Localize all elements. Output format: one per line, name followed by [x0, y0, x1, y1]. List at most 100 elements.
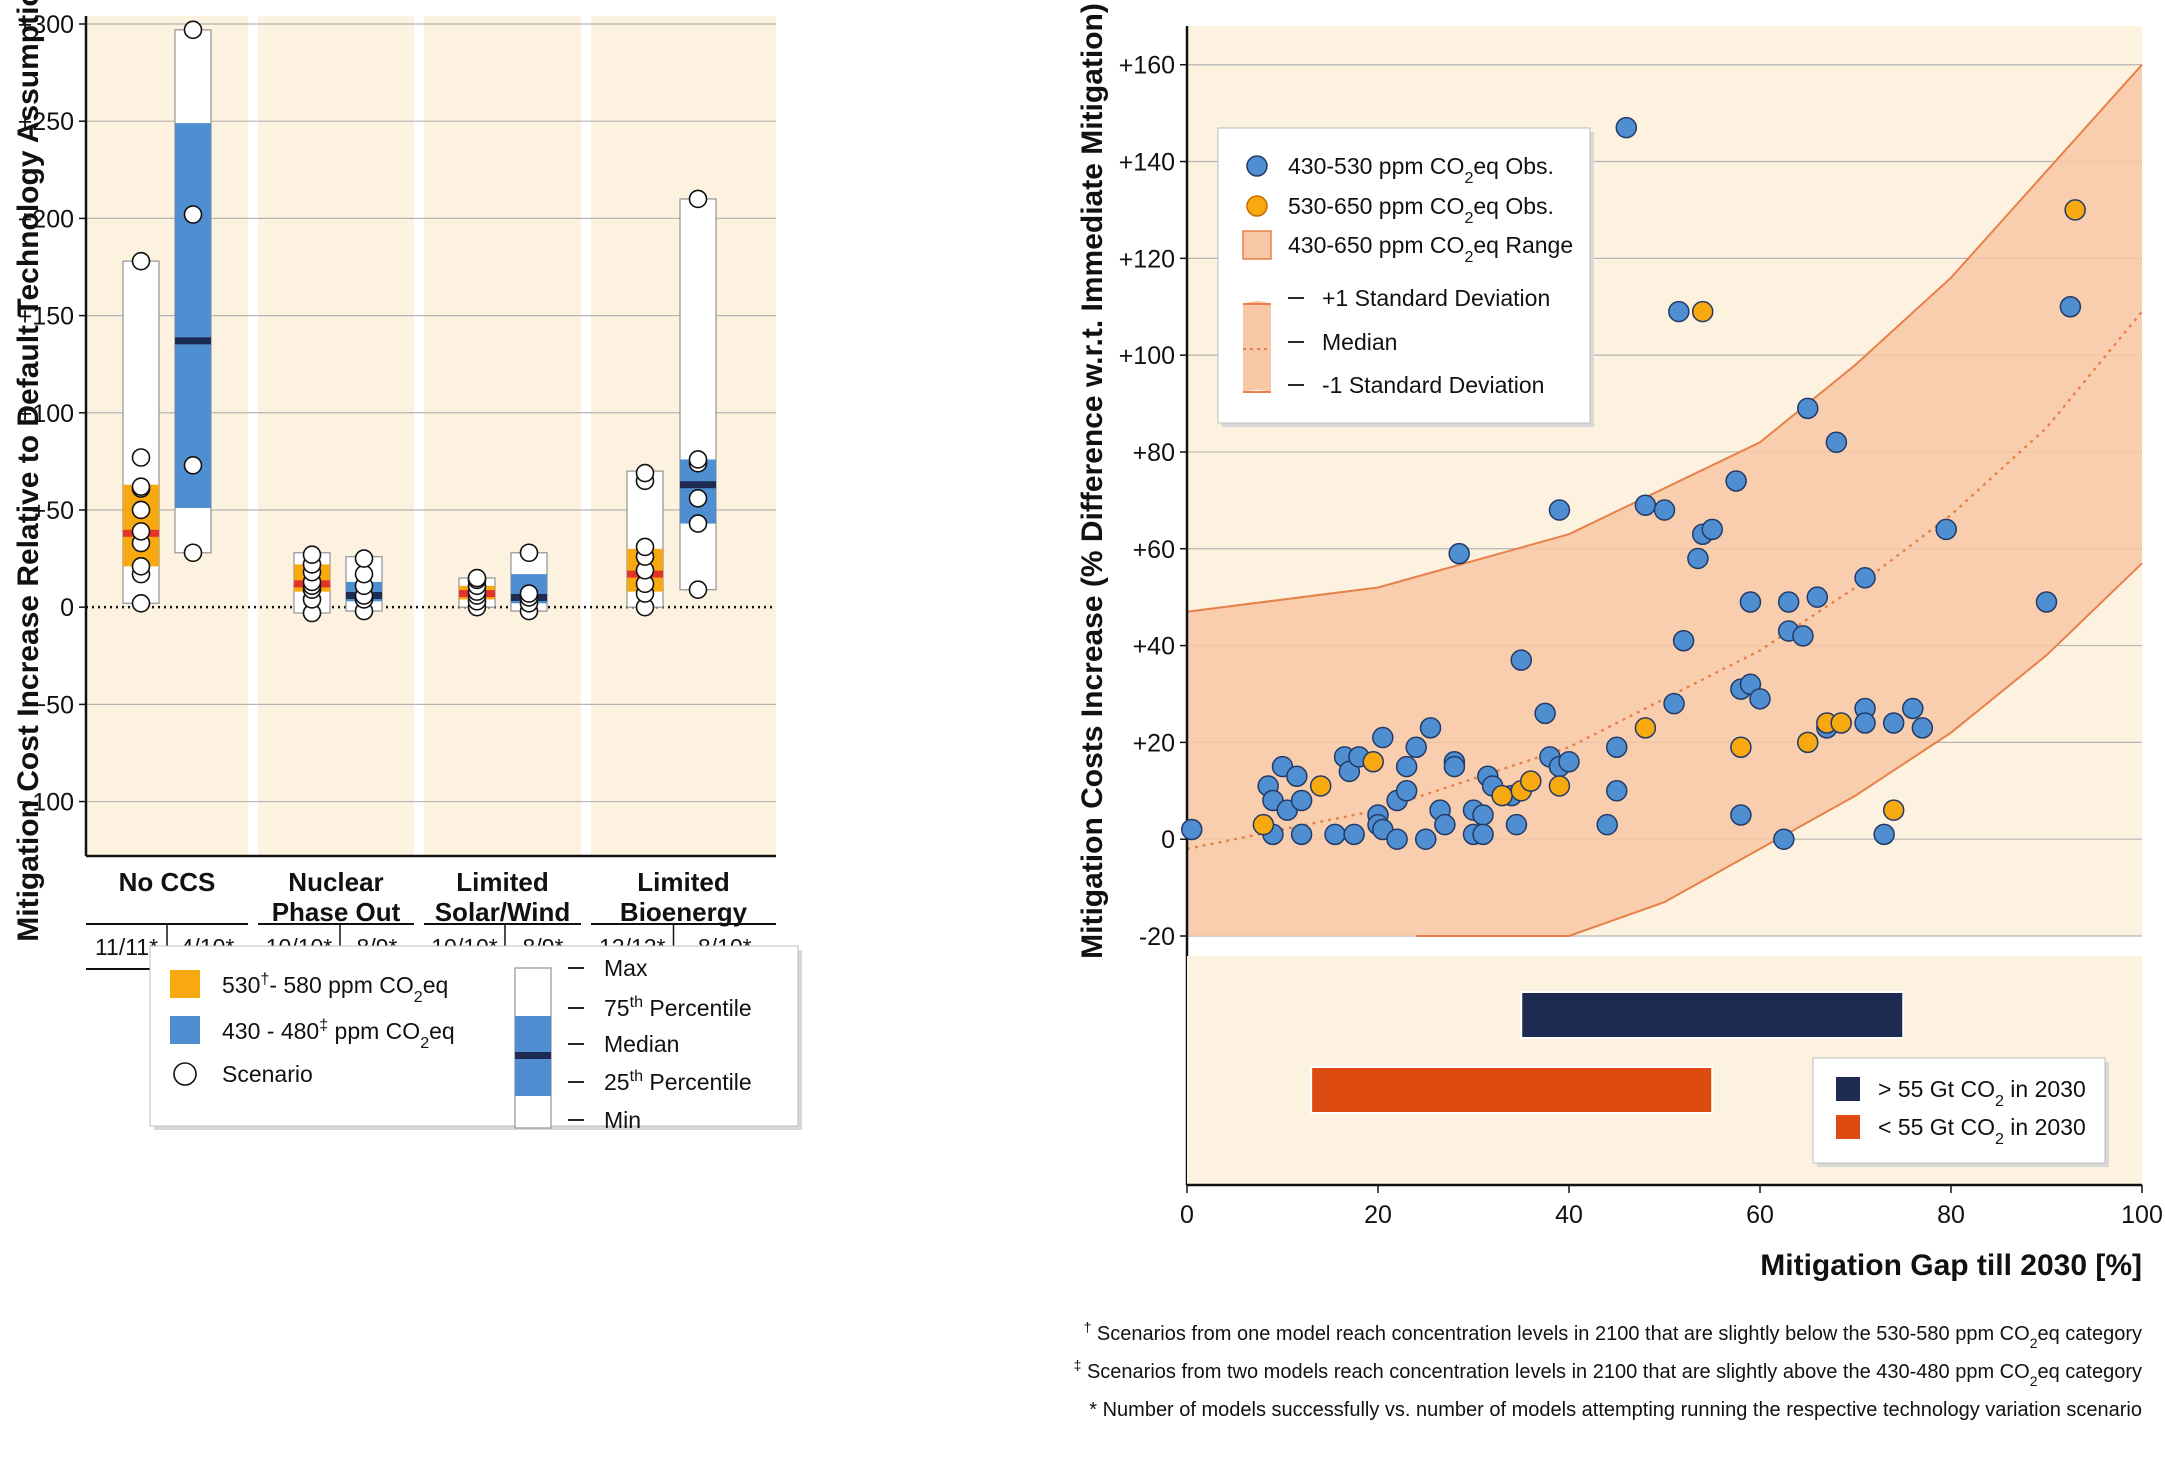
left-y-tick-label: +200 [18, 205, 74, 233]
scatter-point-430-530 [1606, 780, 1628, 802]
legend-label-range-part-0: 430-650 ppm CO [1288, 232, 1464, 258]
scatter-y-tick-label: +100 [1119, 342, 1175, 370]
scatter-point-430-530 [1792, 625, 1814, 647]
scatter-point-430-530 [1290, 823, 1313, 846]
legend-stat-label-part-0: 25 [604, 1069, 630, 1095]
range-bar [1520, 991, 1905, 1039]
scatter-point-430-530 [1739, 591, 1762, 613]
scatter-point-430-530 [1653, 499, 1676, 521]
scatter-point-430-530 [1386, 828, 1408, 850]
scenario-point [688, 514, 708, 533]
group-label: Limited [637, 867, 729, 897]
legend-label-530-580-part-3: 2 [414, 988, 423, 1006]
scatter-point-430-530 [1448, 542, 1470, 565]
scenario-point [131, 500, 151, 520]
scatter-point-430-530 [1634, 494, 1657, 516]
scenario-point [635, 463, 655, 483]
legend-label-530-580-part-2: - 580 ppm CO [269, 972, 413, 998]
legend-label-band-stat: -1 Standard Deviation [1322, 372, 1544, 398]
scatter-point-430-530 [2035, 591, 2058, 613]
scenario-point [131, 522, 151, 541]
scatter-y-tick-label: +80 [1133, 439, 1175, 467]
legend-label-430-530-obs-part-2: eq Obs. [1473, 153, 1554, 179]
scatter-y-tick-label: +140 [1119, 149, 1175, 177]
scatter-point-430-530 [1902, 697, 1924, 720]
scatter-point-430-530 [1510, 649, 1532, 671]
scatter-point-430-530 [1548, 499, 1571, 521]
scatter-y-tick-label: 0 [1161, 826, 1175, 854]
scatter-point-430-530 [1854, 712, 1876, 734]
legend-stat-label-part-0: Min [604, 1107, 641, 1133]
group-label: Phase Out [272, 897, 401, 927]
legend-label-430-480-part-1: ‡ [319, 1016, 328, 1034]
scatter-point-430-530 [1773, 828, 1795, 850]
left-y-tick-label: −50 [32, 691, 74, 719]
legend-symbol-530-650 [1246, 195, 1268, 217]
scatter-point-430-530 [1472, 823, 1494, 846]
scatter-y-tick-label: -20 [1139, 923, 1175, 951]
scenario-point [131, 477, 151, 496]
scatter-point-430-530 [1505, 813, 1528, 836]
left-y-tick-label: +300 [18, 11, 74, 39]
scatter-point-430-530 [1324, 823, 1346, 846]
scenario-point [688, 580, 708, 599]
scatter-point-430-530 [1415, 828, 1437, 850]
legend-label-range-part-2: eq Range [1473, 232, 1573, 258]
scatter-point-430-530 [1606, 736, 1628, 758]
legend-label-430-480-part-3: 2 [420, 1034, 429, 1052]
scatter-point-430-530 [1873, 823, 1895, 846]
scatter-point-430-530 [1181, 818, 1203, 841]
scatter-point-430-530 [1730, 804, 1752, 826]
legend-label-range: 430-650 ppm CO2eq Range [1288, 232, 1573, 266]
legend-symbol-430-530 [1246, 155, 1268, 177]
scatter-point-430-530 [1668, 300, 1690, 323]
scatter-y-tick-label: +120 [1119, 245, 1175, 273]
legend-label-band-stat-part-0: +1 Standard Deviation [1322, 285, 1550, 311]
range-legend-label: > 55 Gt CO2 in 2030 [1878, 1076, 2086, 1110]
scatter-point-530-650 [1362, 750, 1384, 773]
scatter-point-430-530 [1472, 804, 1494, 826]
scenario-point [183, 205, 203, 224]
footnote-part-1: Scenarios from one model reach concentra… [1091, 1323, 2029, 1345]
scatter-point-530-650 [1882, 799, 1905, 821]
scatter-point-430-530 [1777, 591, 1800, 613]
minus-one-sd-line [1416, 562, 2143, 937]
legend-label-530-580-part-0: 530 [222, 972, 260, 998]
scatter-point-430-530 [1687, 547, 1709, 570]
footnote-part-2: 2 [2030, 1335, 2038, 1351]
group-label: Bioenergy [620, 897, 748, 927]
scenario-point [131, 557, 151, 576]
range-legend-label: < 55 Gt CO2 in 2030 [1878, 1114, 2086, 1148]
legend-label-band-stat-part-0: Median [1322, 329, 1397, 355]
scatter-point-430-530 [1534, 702, 1556, 725]
legend-label-430-480-part-2: ppm CO [328, 1018, 420, 1044]
scatter-point-530-650 [1797, 731, 1819, 754]
scatter-x-tick-label: 100 [2121, 1201, 2163, 1229]
scatter-point-430-530 [1797, 397, 1819, 420]
footnote-part-0: † [1084, 1319, 1092, 1335]
scenario-point [354, 564, 374, 584]
scatter-point-430-530 [1854, 567, 1876, 589]
left-y-tick-label: 0 [60, 594, 74, 622]
scatter-x-tick-label: 0 [1180, 1201, 1194, 1229]
scatter-y-tick-label: +160 [1119, 52, 1175, 80]
scatter-y-tick-label: +60 [1133, 536, 1175, 564]
left-y-tick-label: +100 [18, 400, 74, 428]
scatter-y-tick-label: +20 [1133, 729, 1175, 757]
legend-label-band-stat: Median [1322, 329, 1397, 355]
legend-stat-label: Median [604, 1031, 679, 1057]
legend-label-530-650-obs-part-1: 2 [1464, 209, 1473, 227]
footnote-part-2: 2 [2030, 1373, 2038, 1389]
legend-stat-label-part-1: th [630, 993, 643, 1011]
scatter-point-530-650 [1252, 813, 1275, 836]
legend-label-530-650-obs-part-2: eq Obs. [1473, 193, 1554, 219]
scatter-point-530-650 [2064, 199, 2086, 221]
scenario-point [688, 489, 708, 508]
legend-label-530-580-part-4: eq [423, 972, 449, 998]
footnote: ‡ Scenarios from two models reach concen… [1074, 1357, 2142, 1389]
scatter-point-530-650 [1634, 717, 1657, 739]
scatter-point-430-530 [1663, 692, 1685, 715]
range-legend-label-part-1: 2 [1995, 1092, 2004, 1110]
left-legend [149, 945, 799, 1127]
legend-label-530-580-part-1: † [260, 970, 269, 988]
